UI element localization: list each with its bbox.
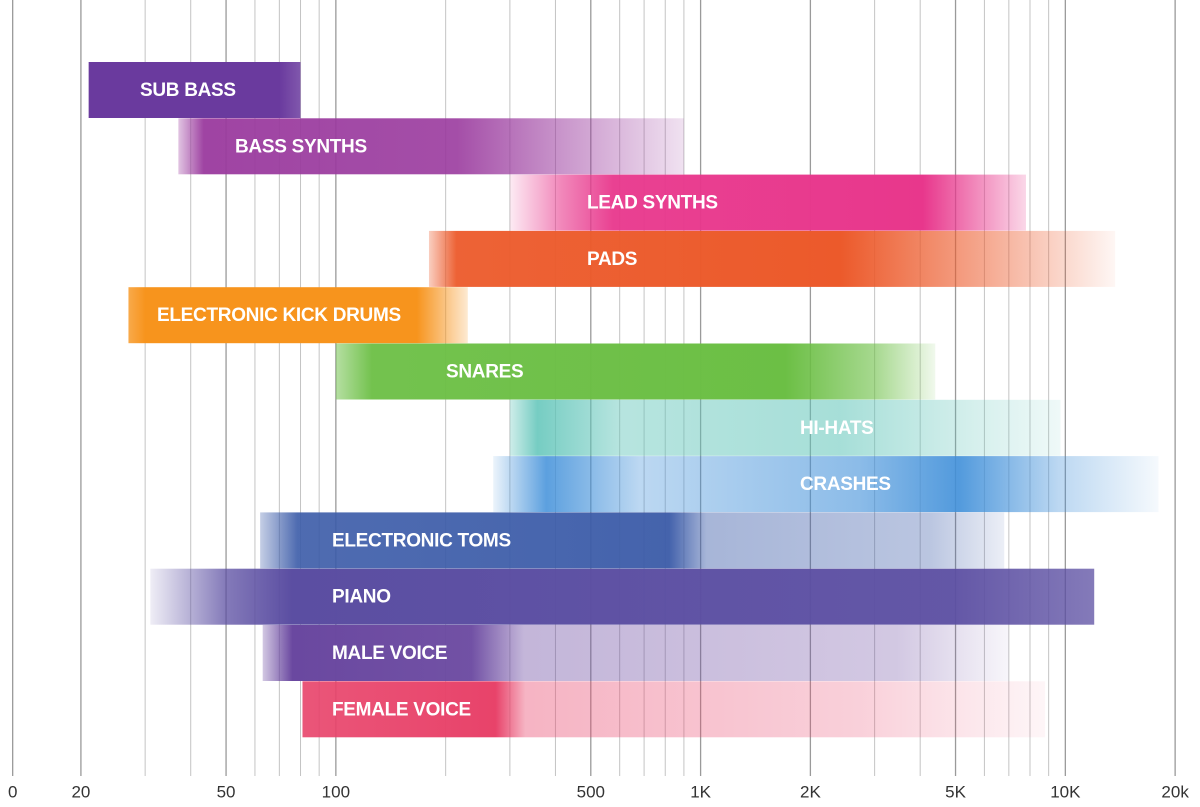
range-bar: [509, 174, 1026, 231]
x-tick-label: 50: [217, 782, 236, 801]
range-bar: [335, 343, 936, 400]
bar-label: PIANO: [332, 587, 391, 608]
x-tick-label: 20: [71, 782, 90, 801]
bar-label: SNARES: [446, 362, 523, 383]
bar-label: SUB BASS: [140, 80, 236, 101]
range-bar: [260, 512, 1005, 569]
x-tick-label: 10K: [1050, 782, 1081, 801]
x-tick-label: 500: [577, 782, 605, 801]
range-bar: [88, 62, 301, 118]
bar-label: LEAD SYNTHS: [587, 193, 718, 214]
bar-label: ELECTRONIC TOMS: [332, 530, 511, 551]
bar-label: MALE VOICE: [332, 643, 447, 664]
bar-label: ELECTRONIC KICK DRUMS: [157, 305, 401, 326]
bar-label: PADS: [587, 249, 637, 270]
bar-label: BASS SYNTHS: [235, 136, 367, 157]
x-tick-label: 0: [8, 782, 17, 801]
range-bar: [428, 230, 1116, 287]
range-bar: [178, 118, 684, 175]
range-bar: [493, 456, 1159, 513]
range-bar: [128, 287, 468, 344]
x-tick-label: 5K: [945, 782, 966, 801]
bar-label: FEMALE VOICE: [332, 699, 471, 720]
range-bar: [509, 399, 1061, 456]
x-tick-label: 20k: [1161, 782, 1189, 801]
range-bar: [262, 625, 1009, 681]
bar-label: CRASHES: [800, 474, 891, 495]
x-tick-label: 100: [322, 782, 350, 801]
range-bar: [302, 681, 1046, 738]
x-tick-label: 2K: [800, 782, 821, 801]
range-bar: [150, 568, 1095, 625]
x-tick-label: 1K: [690, 782, 711, 801]
bar-label: HI-HATS: [800, 418, 874, 439]
